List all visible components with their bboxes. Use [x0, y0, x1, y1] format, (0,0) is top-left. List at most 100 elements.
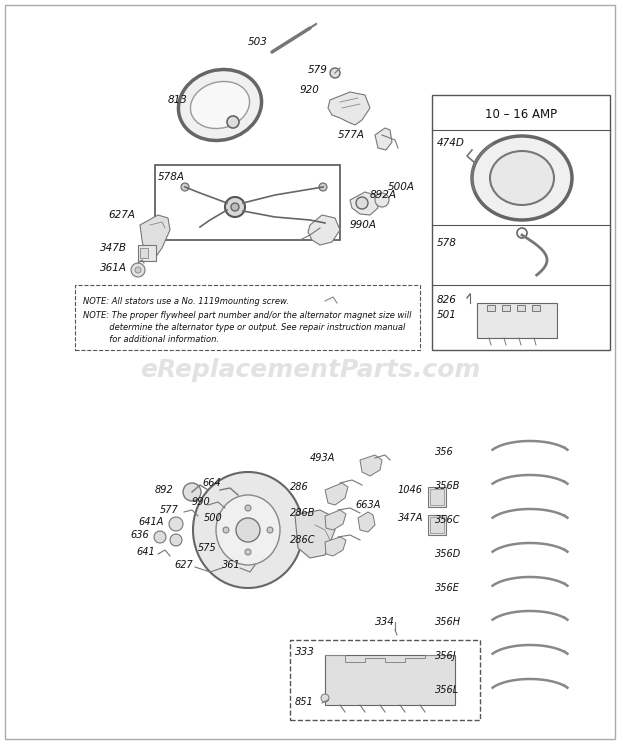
Circle shape: [356, 197, 368, 209]
Bar: [138, 245, 156, 261]
Text: 356C: 356C: [435, 515, 461, 525]
Ellipse shape: [216, 495, 280, 565]
Text: 1046: 1046: [398, 485, 423, 495]
Bar: [290, 640, 480, 720]
Circle shape: [225, 197, 245, 217]
Text: 356E: 356E: [435, 583, 460, 593]
Bar: [517, 305, 525, 311]
Text: 990: 990: [192, 497, 211, 507]
Text: 333: 333: [295, 647, 315, 657]
Circle shape: [154, 531, 166, 543]
Text: eReplacementParts.com: eReplacementParts.com: [140, 358, 480, 382]
Text: 575: 575: [198, 543, 217, 553]
Circle shape: [236, 518, 260, 542]
Text: 500A: 500A: [388, 182, 415, 192]
Bar: [75, 285, 420, 350]
Text: determine the alternator type or output. See repair instruction manual: determine the alternator type or output.…: [83, 323, 405, 332]
Polygon shape: [325, 510, 346, 530]
Bar: [325, 655, 455, 705]
Circle shape: [319, 183, 327, 191]
Circle shape: [227, 116, 239, 128]
Ellipse shape: [193, 472, 303, 588]
Text: 636: 636: [130, 530, 149, 540]
Text: 641: 641: [136, 547, 155, 557]
Bar: [487, 305, 495, 311]
Text: 356H: 356H: [435, 617, 461, 627]
Text: 920: 920: [300, 85, 320, 95]
Text: 500: 500: [204, 513, 223, 523]
Ellipse shape: [472, 136, 572, 220]
Circle shape: [245, 549, 251, 555]
Text: 286B: 286B: [290, 508, 316, 518]
Text: 501: 501: [437, 310, 457, 320]
Text: 664: 664: [202, 478, 221, 488]
Circle shape: [183, 483, 201, 501]
Text: 577: 577: [160, 505, 179, 515]
Text: 356D: 356D: [435, 549, 461, 559]
Bar: [532, 305, 540, 311]
Bar: [428, 487, 446, 507]
Text: 577A: 577A: [338, 130, 365, 140]
Bar: [430, 517, 444, 533]
Circle shape: [181, 183, 189, 191]
Bar: [502, 305, 510, 311]
Polygon shape: [360, 455, 382, 476]
Circle shape: [223, 527, 229, 533]
Text: 641A: 641A: [138, 517, 164, 527]
Text: 347A: 347A: [398, 513, 423, 523]
Ellipse shape: [179, 69, 262, 141]
Polygon shape: [328, 92, 370, 125]
Polygon shape: [308, 215, 340, 245]
Text: 347B: 347B: [100, 243, 127, 253]
Circle shape: [245, 505, 251, 511]
Text: NOTE: All stators use a No. 1119mounting screw.: NOTE: All stators use a No. 1119mounting…: [83, 297, 289, 306]
Bar: [477, 303, 557, 338]
Text: NOTE: The proper flywheel part number and/or the alternator magnet size will: NOTE: The proper flywheel part number an…: [83, 311, 412, 320]
Text: 990A: 990A: [350, 220, 377, 230]
Text: 892A: 892A: [370, 190, 397, 200]
Text: 493A: 493A: [310, 453, 335, 463]
Polygon shape: [375, 128, 392, 150]
Circle shape: [321, 694, 329, 702]
Bar: [428, 515, 446, 535]
Text: 892: 892: [155, 485, 174, 495]
Polygon shape: [325, 483, 348, 505]
Circle shape: [375, 193, 389, 207]
Text: 578A: 578A: [158, 172, 185, 182]
Text: 851: 851: [295, 697, 314, 707]
Text: 579: 579: [308, 65, 328, 75]
Circle shape: [231, 203, 239, 211]
Text: 627: 627: [174, 560, 193, 570]
Text: 627A: 627A: [108, 210, 135, 220]
Polygon shape: [140, 215, 170, 260]
Text: 578: 578: [437, 238, 457, 248]
Text: 813: 813: [168, 95, 188, 105]
Text: 826: 826: [437, 295, 457, 305]
Text: 503: 503: [248, 37, 268, 47]
Text: 356: 356: [435, 447, 454, 457]
Circle shape: [135, 267, 141, 273]
Text: 361A: 361A: [100, 263, 127, 273]
Ellipse shape: [190, 81, 250, 129]
Text: 286C: 286C: [290, 535, 316, 545]
Circle shape: [330, 68, 340, 78]
Bar: [140, 248, 148, 258]
Text: 356B: 356B: [435, 481, 461, 491]
Text: 356L: 356L: [435, 685, 459, 695]
Polygon shape: [325, 537, 346, 556]
Text: 356J: 356J: [435, 651, 456, 661]
Circle shape: [131, 263, 145, 277]
Text: 286: 286: [290, 482, 309, 492]
Text: 10 – 16 AMP: 10 – 16 AMP: [485, 109, 557, 121]
Bar: [430, 489, 444, 505]
Circle shape: [267, 527, 273, 533]
Bar: [155, 165, 340, 240]
Polygon shape: [350, 192, 378, 215]
Polygon shape: [295, 510, 335, 558]
Circle shape: [170, 534, 182, 546]
Ellipse shape: [490, 151, 554, 205]
Text: 474D: 474D: [437, 138, 465, 148]
Circle shape: [169, 517, 183, 531]
Text: 663A: 663A: [355, 500, 381, 510]
Text: 361: 361: [222, 560, 241, 570]
